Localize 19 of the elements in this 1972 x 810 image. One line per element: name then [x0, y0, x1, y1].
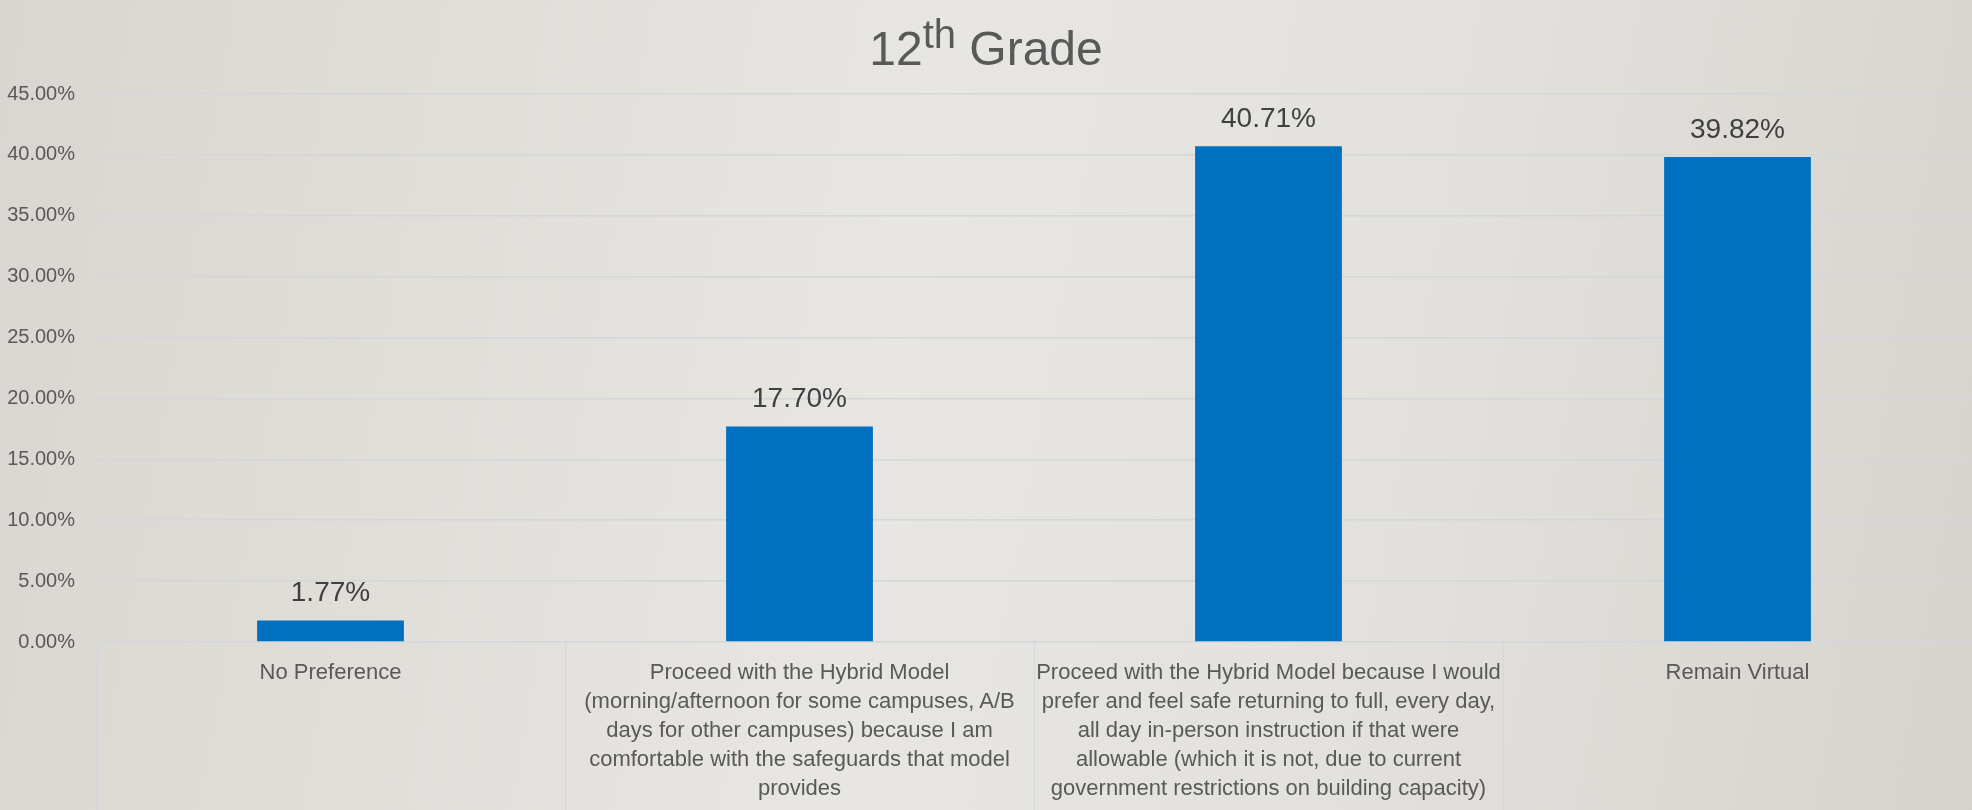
x-tick-label: Proceed with the Hybrid Model (morning/afternoon for some campuses, A/B days for other campuses) because I am comfortable with the safeguards that model provides: [584, 658, 1015, 800]
y-tick-label: 25.00%: [7, 325, 76, 348]
x-tick-label: Proceed with the Hybrid Model because I would prefer and feel safe returning to full, every day, all day in-person instruction if that were allowable (which it is not, due to current government restrictions on building capacity): [1036, 658, 1501, 800]
y-tick-label: 40.00%: [7, 142, 76, 165]
y-tick-label: 0.00%: [18, 629, 76, 652]
data-label: 1.77%: [290, 576, 371, 608]
data-label: 17.70%: [752, 382, 847, 414]
y-tick-label: 20.00%: [7, 385, 76, 408]
y-tick-label: 45.00%: [7, 81, 76, 104]
y-tick-label: 15.00%: [7, 446, 76, 469]
x-tick-label: No Preference: [259, 658, 402, 684]
y-tick-label: 30.00%: [7, 264, 76, 287]
y-tick-label: 10.00%: [7, 507, 76, 530]
chart-title: 12$^{th}$ Grade: [869, 12, 1103, 75]
y-tick-label: 35.00%: [7, 203, 76, 226]
y-tick-label: 5.00%: [18, 568, 76, 591]
data-label: 39.82%: [1690, 112, 1785, 144]
data-label: 40.71%: [1221, 101, 1316, 133]
x-tick-label: Remain Virtual: [1665, 658, 1810, 684]
